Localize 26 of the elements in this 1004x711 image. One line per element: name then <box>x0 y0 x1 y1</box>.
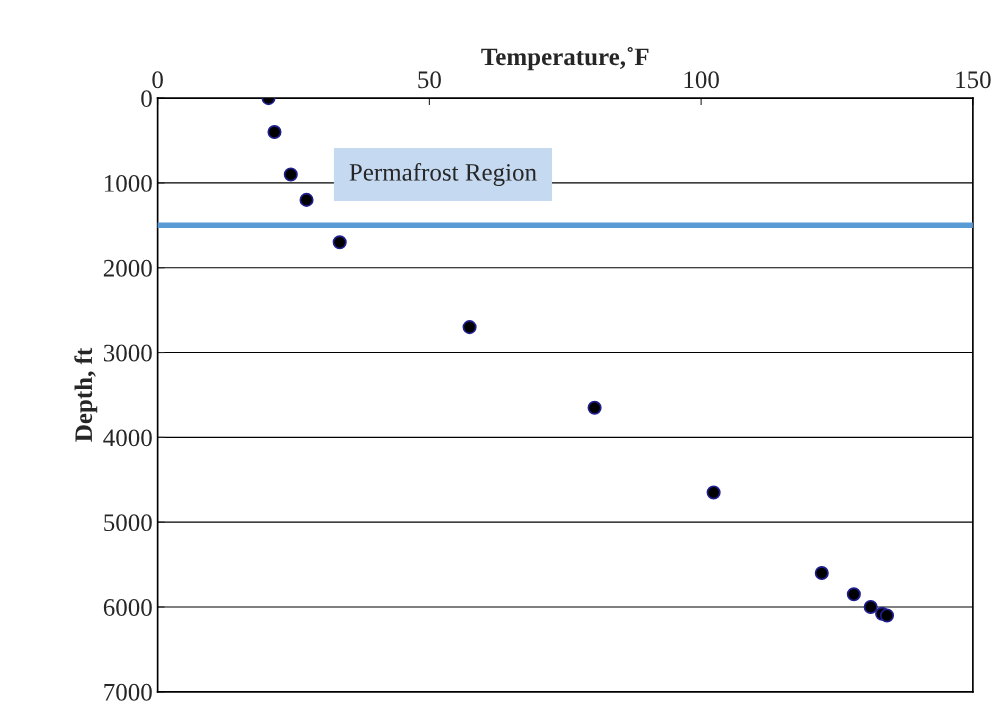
point <box>814 566 829 581</box>
x-axis-title: Temperature,˚F <box>481 46 649 71</box>
point <box>332 235 347 250</box>
x-tick-label: 50 <box>418 71 441 89</box>
point <box>267 124 282 140</box>
y-tick-label: 6000 <box>103 599 152 616</box>
y-tick-label: 1000 <box>104 174 152 192</box>
point <box>587 400 602 415</box>
point <box>879 608 895 623</box>
y-tick-label: 5000 <box>104 514 152 532</box>
y-tick-label: 3000 <box>103 344 152 362</box>
y-tick-label: 0 <box>141 90 152 108</box>
x-tick-label: 100 <box>684 71 719 89</box>
y-tick-label: 2000 <box>103 259 152 277</box>
x-tick-label: 150 <box>956 71 991 89</box>
point <box>863 599 878 615</box>
point <box>846 587 861 602</box>
point <box>462 320 477 335</box>
ref-line-label: Permafrost Region <box>349 162 537 186</box>
y-tick-label: 4000 <box>103 429 152 447</box>
point <box>283 167 298 182</box>
x-tick-label: 0 <box>152 71 163 89</box>
point <box>706 485 721 500</box>
point <box>299 192 314 207</box>
y-tick-label: 7000 <box>104 683 152 701</box>
y-axis-title: Depth, ft <box>74 347 98 442</box>
